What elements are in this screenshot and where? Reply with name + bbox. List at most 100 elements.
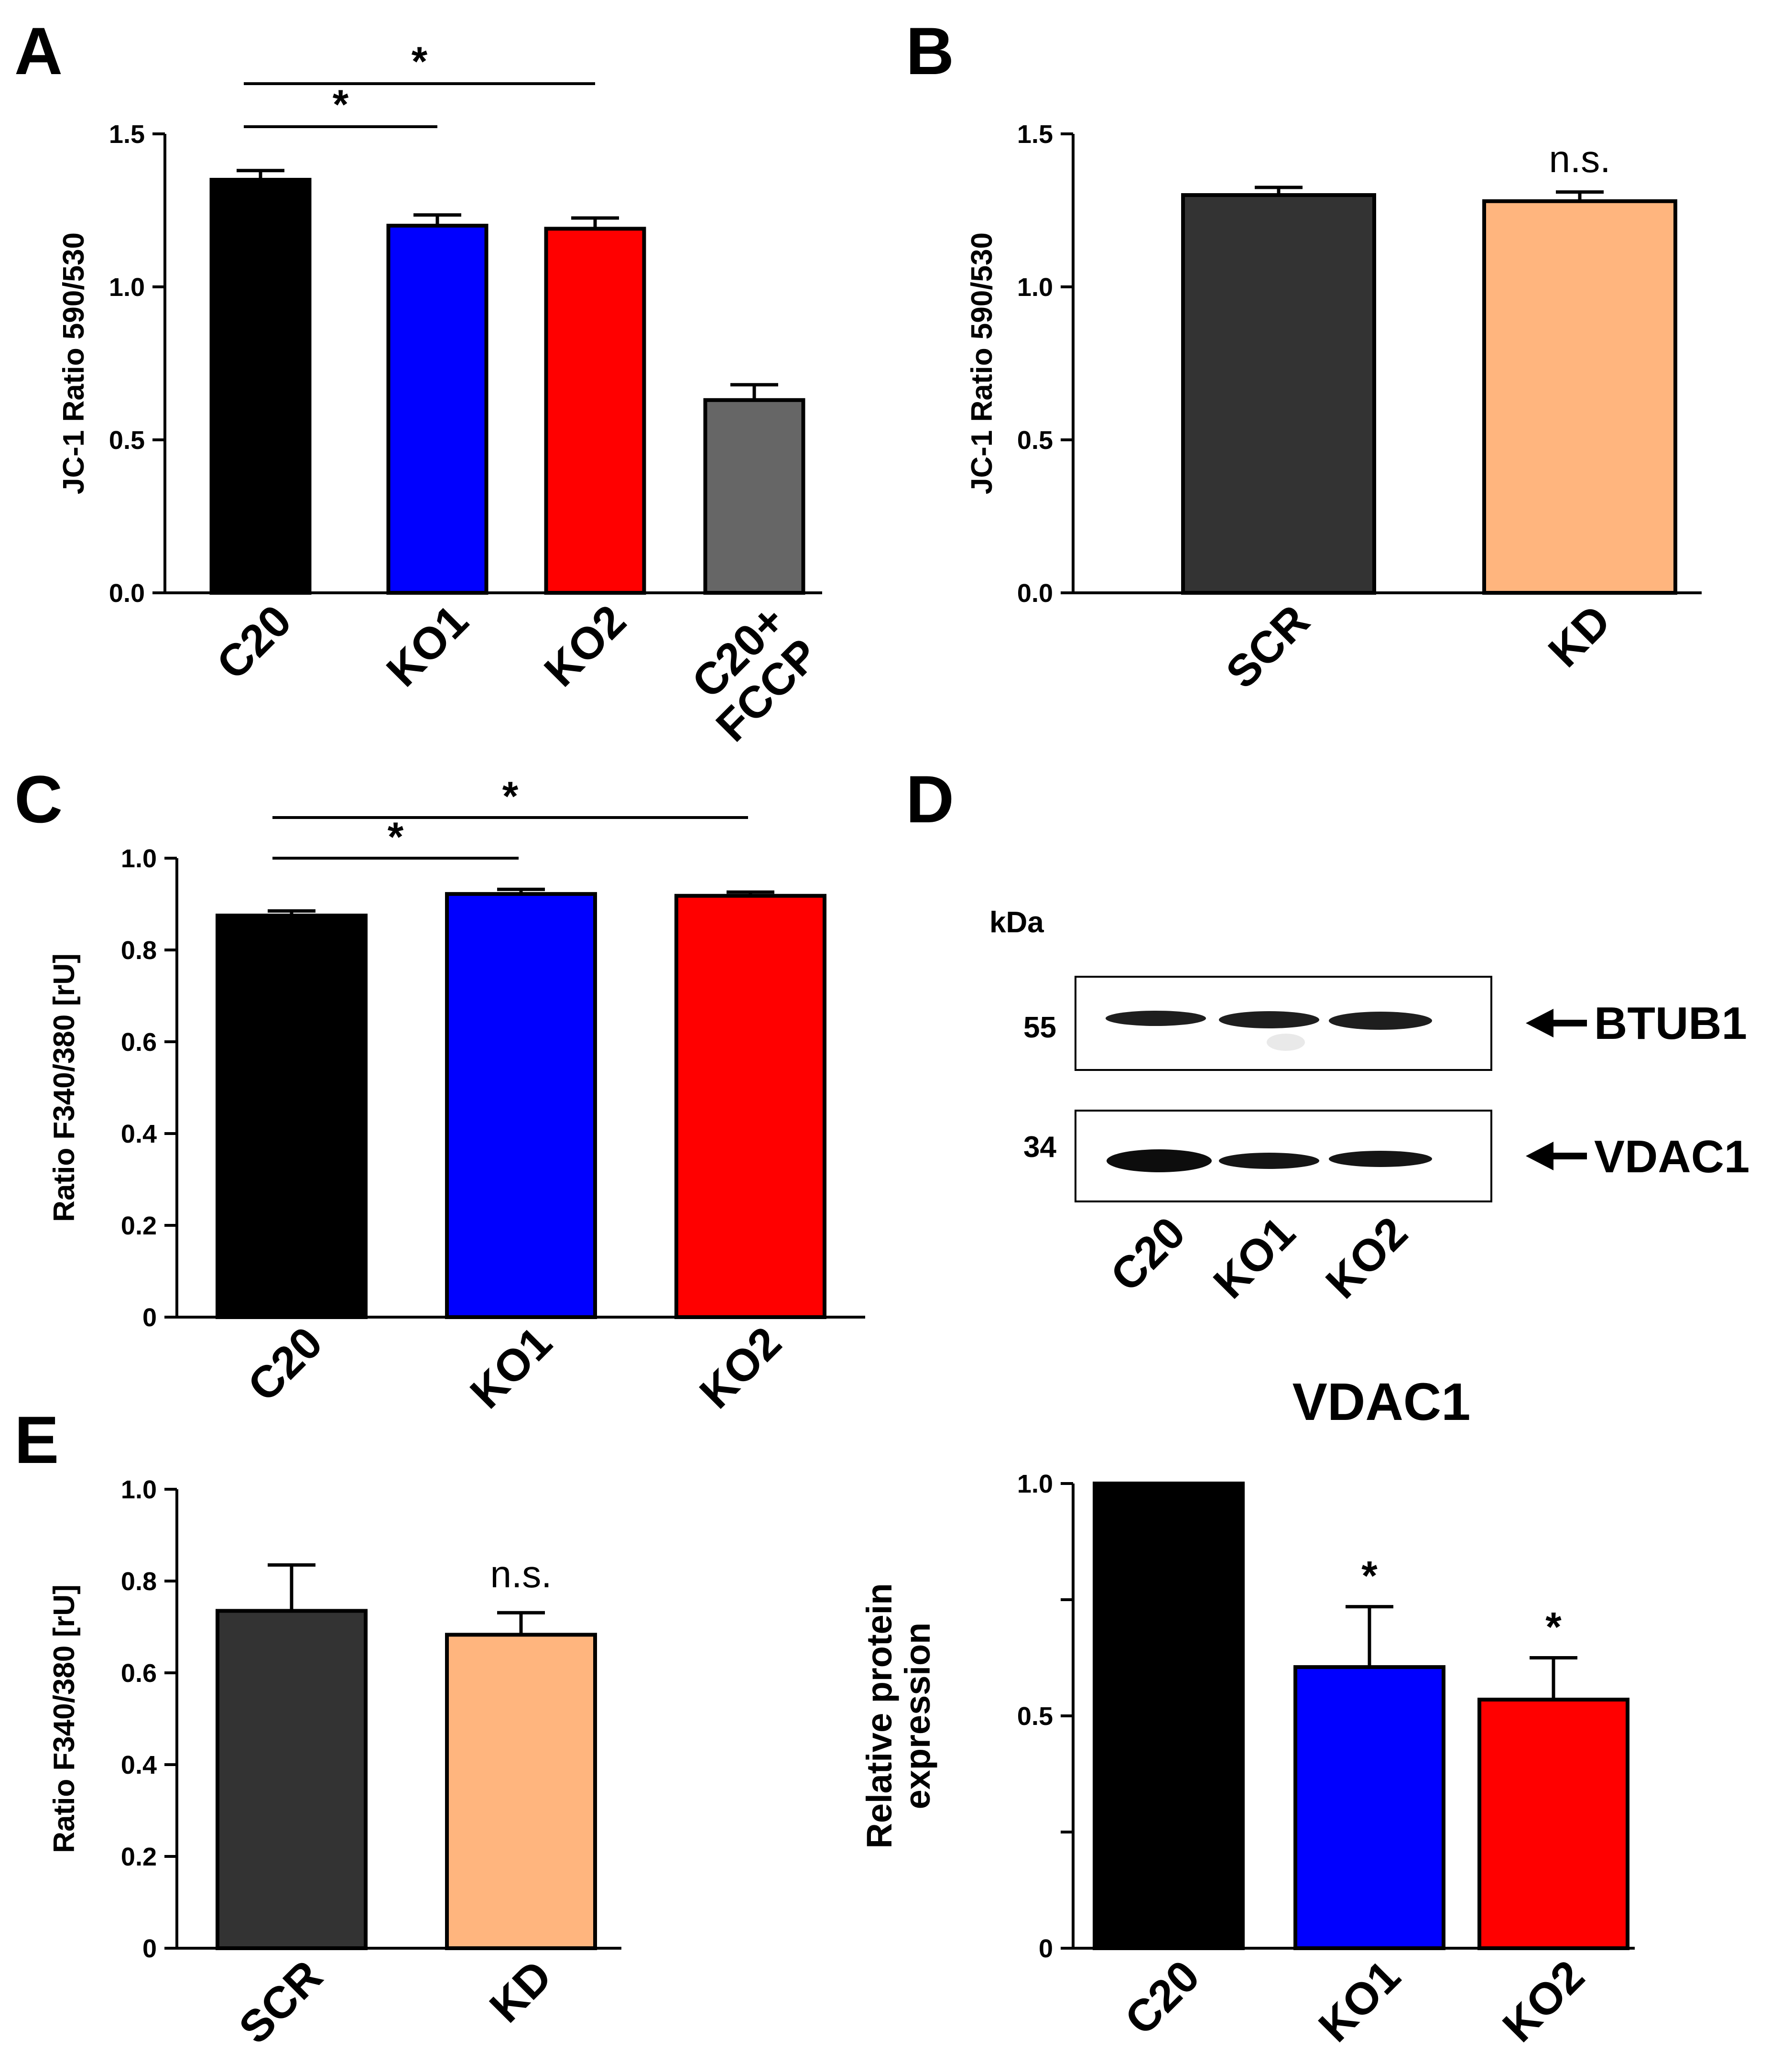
chart-c-bar-ko1 [445,892,597,1319]
chart-d-xtick-label: KO1 [1309,1951,1410,2051]
chart-a-xtick-label: C20+FCCP [673,595,828,751]
chart-d-xtick-label: C20 [1115,1951,1209,2044]
chart-c-xtick-label-line: C20 [238,1317,332,1411]
chart-e-ytick-label: 0.8 [121,1567,157,1596]
panel-label-b: B [906,13,954,88]
marker-55: 55 [1023,1011,1056,1044]
chart-c-y-label-line: Ratio F340/380 [rU] [48,953,81,1222]
chart-c-ytick-label: 0.4 [121,1120,157,1148]
chart-c-y-label: Ratio F340/380 [rU] [48,953,81,1222]
chart-a-xtick-label-line: C20 [207,595,301,689]
chart-e-ytick-label: 0 [142,1934,157,1963]
marker-34: 34 [1023,1131,1056,1164]
chart-a-bar-ko1 [386,224,489,595]
chart-b-xtick-label-line: SCR [1216,595,1319,698]
chart-b-xtick-label: KD [1539,595,1620,676]
chart-a-bar-ko2 [544,227,646,595]
panel-label-c: C [14,762,63,837]
panel-label-a: A [14,13,63,88]
chart-b-xtick-label-line: KD [1539,595,1620,676]
chart-b-ytick-label: 0.0 [1017,579,1053,608]
chart-e-ytick-label: 0.6 [121,1659,157,1688]
chart-a-ytick-label: 0.5 [109,426,145,455]
chart-a-ytick-label: 0.0 [109,579,145,608]
chart-d-bar-ko1 [1293,1665,1445,1950]
kda-label: kDa [989,906,1044,939]
chart-e-ytick-label: 0.2 [121,1843,157,1871]
chart-c: 0 0.2 0.4 0.6 0.8 1.0 Ratio F340/380 [rU] C20 KO… [48,774,865,1418]
chart-e-ytick-label: 1.0 [121,1475,157,1504]
chart-d-y-label-line: Relative protein [859,1583,899,1848]
chart-d-ytick-label: 0 [1039,1934,1053,1963]
lane-label-ko2: KO2 [1316,1207,1417,1308]
chart-e-xtick-label-line: KD [480,1951,561,2032]
chart-d-xtick-label-line: C20 [1115,1951,1209,2044]
lane-label-c20: C20 [1101,1207,1195,1301]
chart-c-sig-star: * [502,774,519,819]
band-btub1-c20 [1106,1011,1206,1026]
chart-b-ytick-label: 1.0 [1017,273,1053,302]
chart-c-xtick-label: C20 [238,1317,332,1411]
chart-a-xtick-label: KO1 [377,595,478,696]
chart-d-sig-star: * [1545,1604,1562,1650]
arrow-icon-vdac1 [1526,1142,1587,1170]
band-vdac1-ko1 [1219,1153,1319,1169]
chart-b-ytick-label: 1.5 [1017,120,1053,149]
chart-e-y-label-line: Ratio F340/380 [rU] [48,1584,81,1853]
chart-a-bar-c20-fccp [703,398,805,595]
chart-d-ytick-label: 0.5 [1017,1702,1053,1731]
chart-d-y-label-line: expression [898,1623,937,1810]
band-vdac1-c20 [1107,1149,1212,1172]
chart-e-xtick-label: SCR [229,1951,332,2053]
chart-a-bar-c20 [209,178,312,595]
chart-c-ytick-label: 0 [142,1303,157,1332]
chart-c-xtick-label-line: KO2 [690,1317,791,1418]
lane-label-ko1: KO1 [1204,1207,1304,1308]
chart-c-ytick-label: 0.8 [121,936,157,965]
chart-d-xtick-label-line: KO1 [1309,1951,1410,2051]
chart-d: 0 0.5 1.0 Relative proteinexpression C20 KO1 K… [859,1373,1635,2051]
chart-a: 0.0 0.5 1.0 1.5 JC-1 Ratio 590/530 C20 KO1 KO2 C… [57,39,828,751]
chart-e-xtick-label-line: SCR [229,1951,332,2053]
chart-a-xtick-label: KO2 [534,595,635,696]
chart-d-title: VDAC1 [1292,1373,1471,1431]
blot-smudge [1267,1034,1305,1051]
chart-c-sig-star: * [388,814,404,860]
chart-d-xtick-label-line: KO2 [1493,1951,1594,2051]
chart-e-xtick-label: KD [480,1951,561,2032]
chart-c-ytick-label: 1.0 [121,844,157,873]
chart-d-ytick-label: 1.0 [1017,1470,1053,1498]
chart-e: 0 0.2 0.4 0.6 0.8 1.0 Ratio F340/380 [rU] SCR KD… [48,1475,621,2053]
panel-label-d: D [906,762,954,837]
chart-c-xtick-label: KO1 [460,1317,561,1418]
chart-b-bar-scr [1181,193,1376,595]
chart-d-sig-star: * [1361,1553,1378,1599]
chart-e-bar-scr [216,1609,368,1950]
chart-a-ytick-label: 1.5 [109,120,145,149]
chart-b: 0.0 0.5 1.0 1.5 JC-1 Ratio 590/530 SCR KD n.s. [966,120,1702,698]
chart-b-xtick-label: SCR [1216,595,1319,698]
chart-c-xtick-label-line: KO1 [460,1317,561,1418]
chart-a-xtick-label-line: KO1 [377,595,478,696]
chart-d-xtick-label: KO2 [1493,1951,1594,2051]
chart-e-ns-label: n.s. [490,1553,552,1595]
chart-b-ns-label: n.s. [1549,138,1611,180]
chart-a-sig-star: * [412,39,428,85]
chart-a-ytick-label: 1.0 [109,273,145,302]
chart-a-xtick-label-line: KO2 [534,595,635,696]
panel-label-e: E [14,1402,59,1477]
chart-a-y-label: JC-1 Ratio 590/530 [57,232,90,494]
chart-b-ytick-label: 0.5 [1017,426,1053,455]
western-blot: kDa 55 34 BTUB1 VDAC1 C20 KO1 KO2 [989,906,1749,1308]
chart-d-bar-ko2 [1477,1697,1629,1950]
chart-b-y-label: JC-1 Ratio 590/530 [966,232,999,494]
band-vdac1-ko2 [1329,1151,1432,1167]
chart-d-bar-c20 [1093,1482,1245,1950]
band-btub1-ko1 [1219,1011,1319,1028]
chart-c-xtick-label: KO2 [690,1317,791,1418]
chart-c-bar-ko2 [674,894,826,1319]
protein-label-btub1: BTUB1 [1594,998,1747,1049]
protein-label-vdac1: VDAC1 [1594,1131,1749,1182]
chart-e-ytick-label: 0.4 [121,1751,157,1779]
